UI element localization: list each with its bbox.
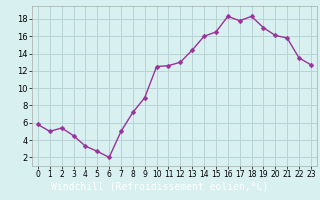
Text: Windchill (Refroidissement éolien,°C): Windchill (Refroidissement éolien,°C) (51, 182, 269, 192)
